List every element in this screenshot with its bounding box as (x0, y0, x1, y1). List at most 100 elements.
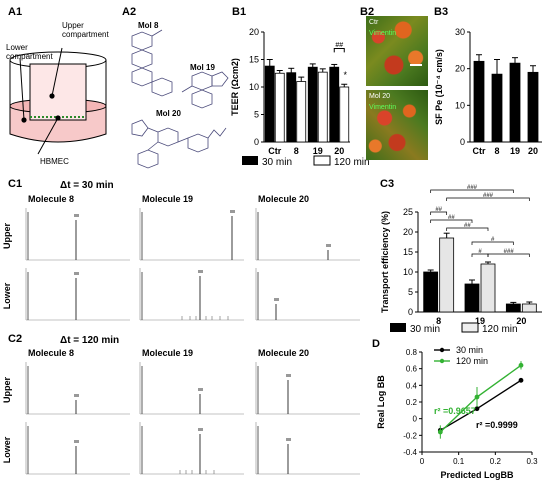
peak-label (74, 394, 79, 397)
y-tick-label: 5 (408, 287, 413, 297)
y-tick-label: 0.6 (406, 365, 418, 374)
scale-bar (410, 64, 422, 66)
micrograph-mol20: Mol 20 Vimentin (366, 90, 428, 160)
peak-label (198, 388, 203, 391)
significance-mark: ### (504, 249, 515, 255)
significance-bracket (446, 227, 489, 231)
data-point (518, 377, 524, 383)
legend-marker (439, 358, 445, 364)
panel-label-a2: A2 (122, 6, 137, 18)
bar (423, 271, 439, 313)
peak-label (286, 438, 291, 441)
bar (480, 263, 496, 313)
y-tick-label: 20 (455, 64, 465, 74)
x-tick-label: 0.1 (453, 457, 465, 466)
bar (505, 303, 521, 313)
c2-title: Δt = 120 min (60, 335, 120, 346)
sf-pe-bar-chart: 0 10 20 30 SF Pe (10⁻⁴ cm/s) Ctr 8 19 20 (434, 27, 542, 156)
significance-mark: ## (464, 223, 471, 229)
legend-label-120min: 120 min (482, 324, 518, 335)
hbmec-label: HBMEC (40, 157, 69, 166)
y-tick-label: 15 (249, 55, 259, 65)
legend-label: 30 min (456, 345, 483, 355)
y-tick-label: 0 (254, 137, 259, 147)
c1-title: Δt = 30 min (60, 180, 114, 191)
y-tick-label: 0.2 (406, 398, 418, 407)
mol8-structure (131, 29, 173, 97)
chromatogram-row-label: Lower (2, 436, 12, 463)
peak-label (230, 210, 235, 213)
x-tick-label: 19 (313, 146, 323, 156)
significance-mark: * (343, 70, 347, 80)
mol19-structure (181, 71, 229, 109)
chromatogram-title: Molecule 19 (142, 194, 193, 204)
mol20-structure (131, 119, 227, 169)
molecule-structures: Mol 8 Mol 19 Mol 20 (131, 21, 229, 169)
bar (521, 303, 537, 313)
bar (329, 66, 340, 143)
significance-bracket (446, 197, 530, 201)
legend-marker (439, 347, 445, 353)
y-tick-label: 0 (408, 307, 413, 317)
y-tick-label: 0 (413, 415, 418, 424)
panel-label-c1: C1 (8, 178, 23, 190)
y-tick-label: 0.8 (406, 348, 418, 357)
significance-mark: ## (448, 215, 455, 221)
panel-label-b1: B1 (232, 6, 247, 18)
r2-label-120min: r² =0.9657 (434, 406, 476, 416)
x-tick-label: 0 (420, 457, 425, 466)
bar (286, 72, 297, 143)
micrograph-ctr: Ctr Vimentin (366, 16, 428, 86)
data-point (518, 362, 524, 368)
y-tick-label: 0.4 (406, 381, 418, 390)
lower-compartment-label: Lower compartment (6, 43, 53, 61)
significance-bracket (487, 253, 530, 257)
legend-swatch-30min (390, 323, 406, 332)
x-tick-label: 8 (494, 146, 499, 156)
chromatogram-title: Molecule 20 (258, 348, 309, 358)
chromatogram-row-label: Upper (2, 377, 12, 404)
legend-label-30min: 30 min (410, 324, 440, 335)
peak-label (74, 214, 79, 217)
bar (296, 81, 307, 143)
bar (464, 283, 480, 313)
upper-compartment-label: Upper compartment (62, 21, 109, 39)
teer-bar-chart: 0 5 10 15 20 TEER (Ωcm2) Ctr 8 19 20 ## * (230, 27, 350, 156)
y-tick-label: 20 (249, 27, 259, 37)
legend-label-30min: 30 min (262, 157, 292, 168)
y-tick-label: 10 (249, 82, 259, 92)
panel-label-c3: C3 (380, 178, 395, 190)
chromatogram-row-label: Upper (2, 223, 12, 250)
significance-mark: ### (483, 193, 494, 199)
data-point (474, 394, 480, 400)
y-axis-label: Transport efficiency (%) (380, 211, 390, 313)
x-tick-label: 19 (510, 146, 520, 156)
peak-label (274, 298, 279, 301)
significance-bracket (430, 189, 514, 193)
significance-bracket (333, 48, 345, 53)
bar (274, 72, 285, 143)
mol20-label: Mol 20 (156, 109, 181, 118)
micrograph-ctr-stain: Vimentin (369, 30, 397, 37)
bar (439, 237, 455, 313)
legend-label: 120 min (456, 356, 488, 366)
bar (491, 73, 503, 143)
bar (339, 86, 350, 143)
x-tick-label: 19 (475, 316, 485, 326)
micrograph-mol20-label: Mol 20 (369, 93, 391, 100)
x-tick-label: Ctr (268, 146, 281, 156)
significance-mark: ## (435, 207, 442, 213)
chromatogram-title: Molecule 8 (28, 348, 74, 358)
mol8-label: Mol 8 (138, 21, 159, 30)
x-tick-label: Ctr (473, 146, 486, 156)
time-legend-c3: 30 min 120 min (390, 322, 518, 335)
x-tick-label: 8 (294, 146, 299, 156)
x-tick-label: 0.2 (490, 457, 502, 466)
legend-swatch-120min (461, 322, 479, 333)
data-point (437, 429, 443, 435)
panel-label-b2: B2 (360, 6, 375, 18)
significance-bracket (471, 241, 514, 245)
significance-mark: # (491, 237, 495, 243)
y-tick-label: -0.4 (403, 448, 417, 457)
significance-bracket (430, 211, 448, 215)
